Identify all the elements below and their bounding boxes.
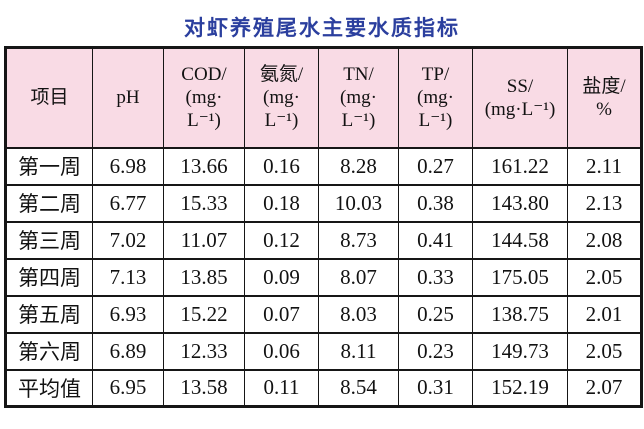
column-header-tn: TN/ (mg· L⁻¹) — [318, 46, 399, 149]
row-label: 第六周 — [5, 331, 93, 371]
table-cell: 2.05 — [567, 331, 642, 371]
table-cell: 2.07 — [567, 368, 642, 408]
table-cell: 8.07 — [318, 257, 399, 297]
row-label: 第一周 — [5, 146, 93, 186]
table-cell: 0.11 — [244, 368, 319, 408]
table-cell: 0.09 — [244, 257, 319, 297]
table-cell: 2.05 — [567, 257, 642, 297]
table-cell: 0.06 — [244, 331, 319, 371]
table-cell: 6.98 — [92, 146, 164, 186]
table-cell: 7.13 — [92, 257, 164, 297]
table-cell: 0.07 — [244, 294, 319, 334]
column-header-cod: COD/ (mg· L⁻¹) — [163, 46, 245, 149]
table-row: 第六周 6.89 12.33 0.06 8.11 0.23 149.73 2.0… — [5, 331, 642, 371]
table-cell: 15.33 — [163, 183, 245, 223]
table-cell: 2.13 — [567, 183, 642, 223]
column-header-ph: pH — [92, 46, 164, 149]
table-cell: 0.23 — [398, 331, 473, 371]
header-row: 项目 pH COD/ (mg· L⁻¹) 氨氮/ (mg· L⁻¹) TN/ (… — [5, 46, 642, 149]
table-cell: 152.19 — [472, 368, 568, 408]
table-cell: 6.77 — [92, 183, 164, 223]
table-cell: 161.22 — [472, 146, 568, 186]
column-header-ammonia: 氨氮/ (mg· L⁻¹) — [244, 46, 319, 149]
table-row: 第二周 6.77 15.33 0.18 10.03 0.38 143.80 2.… — [5, 183, 642, 223]
table-cell: 8.73 — [318, 220, 399, 260]
table-cell: 0.16 — [244, 146, 319, 186]
table-cell: 6.93 — [92, 294, 164, 334]
table-cell: 10.03 — [318, 183, 399, 223]
row-label: 第五周 — [5, 294, 93, 334]
table-cell: 143.80 — [472, 183, 568, 223]
table-cell: 175.05 — [472, 257, 568, 297]
table-cell: 0.12 — [244, 220, 319, 260]
table-cell: 2.01 — [567, 294, 642, 334]
table-cell: 8.54 — [318, 368, 399, 408]
table-cell: 15.22 — [163, 294, 245, 334]
table-cell: 149.73 — [472, 331, 568, 371]
table-cell: 0.18 — [244, 183, 319, 223]
table-cell: 8.28 — [318, 146, 399, 186]
table-cell: 0.41 — [398, 220, 473, 260]
table-cell: 144.58 — [472, 220, 568, 260]
table-cell: 12.33 — [163, 331, 245, 371]
row-label: 第二周 — [5, 183, 93, 223]
row-label: 平均值 — [5, 368, 93, 408]
table-cell: 11.07 — [163, 220, 245, 260]
table-row: 第五周 6.93 15.22 0.07 8.03 0.25 138.75 2.0… — [5, 294, 642, 334]
column-header-salinity: 盐度/ % — [567, 46, 642, 149]
water-quality-table: 项目 pH COD/ (mg· L⁻¹) 氨氮/ (mg· L⁻¹) TN/ (… — [4, 46, 643, 408]
table-row: 第三周 7.02 11.07 0.12 8.73 0.41 144.58 2.0… — [5, 220, 642, 260]
row-label: 第三周 — [5, 220, 93, 260]
table-cell: 2.11 — [567, 146, 642, 186]
table-cell: 13.85 — [163, 257, 245, 297]
table-cell: 0.27 — [398, 146, 473, 186]
table-cell: 7.02 — [92, 220, 164, 260]
table-cell: 13.66 — [163, 146, 245, 186]
column-header-item: 项目 — [5, 46, 93, 149]
table-cell: 6.89 — [92, 331, 164, 371]
column-header-ss: SS/ (mg·L⁻¹) — [472, 46, 568, 149]
table-cell: 0.33 — [398, 257, 473, 297]
table-row: 第一周 6.98 13.66 0.16 8.28 0.27 161.22 2.1… — [5, 146, 642, 186]
table-cell: 2.08 — [567, 220, 642, 260]
table-cell: 8.03 — [318, 294, 399, 334]
table-row: 平均值 6.95 13.58 0.11 8.54 0.31 152.19 2.0… — [5, 368, 642, 408]
table-cell: 138.75 — [472, 294, 568, 334]
table-cell: 0.38 — [398, 183, 473, 223]
table-cell: 0.25 — [398, 294, 473, 334]
table-cell: 13.58 — [163, 368, 245, 408]
table-cell: 8.11 — [318, 331, 399, 371]
table-row: 第四周 7.13 13.85 0.09 8.07 0.33 175.05 2.0… — [5, 257, 642, 297]
row-label: 第四周 — [5, 257, 93, 297]
table-cell: 0.31 — [398, 368, 473, 408]
table-cell: 6.95 — [92, 368, 164, 408]
column-header-tp: TP/ (mg· L⁻¹) — [398, 46, 473, 149]
page-title: 对虾养殖尾水主要水质指标 — [184, 17, 460, 40]
